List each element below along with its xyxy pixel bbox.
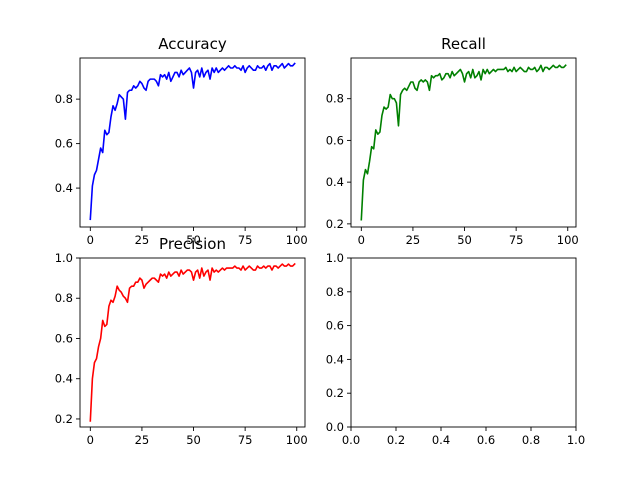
y-tick-label: 0.4 (55, 181, 73, 195)
x-tick-label: 25 (135, 433, 150, 447)
y-tick-label: 0.4 (326, 352, 344, 366)
y-tick-label: 0.6 (55, 137, 73, 151)
y-tick-label: 1.0 (326, 251, 344, 265)
subplot-title: Recall (441, 35, 486, 53)
y-tick-label: 0.4 (326, 175, 344, 189)
axes-frame (350, 257, 577, 428)
y-tick-label: 0.8 (55, 291, 73, 305)
x-tick-label: 0 (358, 233, 365, 247)
y-tick-label: 0.4 (55, 372, 73, 386)
x-tick-label: 100 (557, 233, 579, 247)
x-tick-label: 100 (286, 233, 308, 247)
axes-frame (79, 57, 306, 228)
y-tick-label: 0.6 (55, 331, 73, 345)
y-tick-label: 0.8 (326, 92, 344, 106)
x-tick-label: 25 (406, 233, 421, 247)
series-line (89, 62, 296, 221)
axes-frame (350, 57, 577, 228)
axes-frame (79, 257, 306, 428)
series-line (360, 64, 567, 221)
y-tick-label: 1.0 (55, 251, 73, 265)
x-tick-label: 1.0 (567, 433, 585, 447)
x-tick-label: 50 (186, 433, 201, 447)
x-tick-label: 50 (186, 233, 201, 247)
subplot-title: Precision (159, 235, 226, 253)
y-tick-label: 0.8 (55, 92, 73, 106)
x-tick-label: 75 (509, 233, 524, 247)
x-tick-label: 25 (135, 233, 150, 247)
y-tick-label: 0.2 (55, 412, 73, 426)
x-tick-label: 75 (238, 233, 253, 247)
y-tick-label: 0.0 (326, 420, 344, 434)
subplot-title: Accuracy (158, 35, 227, 53)
x-tick-label: 50 (457, 233, 472, 247)
subplot-precision: 0 25 50 75 100 0.2 0.4 0.6 0.8 1.0 Precision (55, 235, 308, 447)
x-tick-label: 0.6 (477, 433, 495, 447)
subplot-accuracy: 0 25 50 75 100 0.4 0.6 0.8 Accuracy (55, 35, 308, 247)
series-line (89, 262, 296, 422)
y-tick-label: 0.8 (326, 285, 344, 299)
y-tick-label: 0.6 (326, 319, 344, 333)
x-tick-label: 0.4 (432, 433, 450, 447)
y-tick-label: 0.2 (326, 217, 344, 231)
y-tick-label: 0.2 (326, 386, 344, 400)
x-tick-label: 100 (286, 433, 308, 447)
x-tick-label: 0.8 (522, 433, 540, 447)
x-tick-label: 0.2 (387, 433, 405, 447)
y-tick-label: 0.6 (326, 133, 344, 147)
x-tick-label: 0 (87, 433, 94, 447)
x-tick-label: 75 (238, 433, 253, 447)
subplot-recall: 0 25 50 75 100 0.2 0.4 0.6 0.8 Recall (326, 35, 579, 247)
subplot-empty: 0.0 0.2 0.4 0.6 0.8 1.0 0.0 0.2 0.4 0.6 0.8 1.0 (326, 251, 585, 447)
x-tick-label: 0 (87, 233, 94, 247)
x-tick-label: 0.0 (342, 433, 360, 447)
